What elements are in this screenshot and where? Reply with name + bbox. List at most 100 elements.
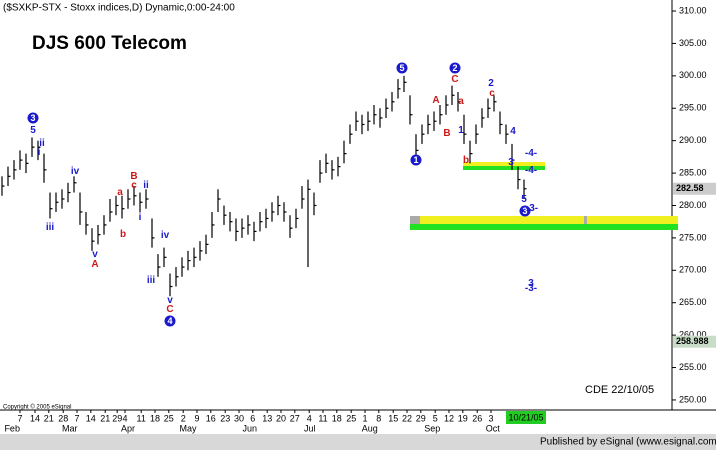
wave-label: B [130, 171, 137, 182]
wave-circle [449, 62, 461, 74]
month-label: Feb [4, 423, 20, 433]
x-tick-label: 11 [137, 413, 146, 423]
support-zone [463, 162, 545, 166]
wave-label: iv [161, 230, 170, 241]
wave-label: A [432, 95, 439, 106]
y-tick-label: 250.00 [679, 394, 707, 404]
wave-label: 5 [521, 194, 527, 205]
x-tick-label: 9 [194, 413, 199, 423]
price-marker-label: 258.988 [676, 336, 709, 346]
last-date-box [506, 411, 546, 424]
y-tick-label: 290.00 [679, 135, 707, 145]
x-tick-label: 12 [444, 413, 454, 423]
zone-end [410, 216, 420, 224]
x-tick-label: 30 [234, 413, 244, 423]
wave-label: i [139, 212, 142, 223]
month-label: Jul [304, 423, 316, 433]
wave-label: C [166, 304, 173, 315]
y-tick-label: 285.00 [679, 167, 707, 177]
x-tick-label: 27 [290, 413, 300, 423]
wave-label: 4 [167, 316, 172, 326]
support-zone [410, 224, 678, 230]
x-tick-label: 8 [376, 413, 381, 423]
wave-circle [410, 154, 422, 166]
y-tick-label: 255.00 [679, 362, 707, 372]
x-tick-label: 21 [100, 413, 110, 423]
wave-label: 3 [528, 278, 534, 289]
last-date-label: 10/21/05 [508, 412, 543, 422]
x-tick-label: 18 [332, 413, 342, 423]
wave-label: 5 [30, 125, 36, 136]
wave-label: 4 [510, 126, 516, 137]
zone-end [584, 216, 587, 224]
x-tick-label: 2 [181, 413, 186, 423]
note: CDE 22/10/05 [585, 384, 654, 396]
wave-label: B [443, 128, 450, 139]
y-tick-label: 310.00 [679, 5, 707, 15]
wave-label: iv [71, 166, 80, 177]
x-tick-label: 7 [17, 413, 22, 423]
wave-label: 3 [508, 157, 514, 168]
x-tick-label: 29 [416, 413, 426, 423]
wave-label: a [458, 96, 464, 107]
x-tick-label: 7 [74, 413, 79, 423]
wave-circle [27, 112, 39, 124]
wave-label: 3 [522, 206, 527, 216]
wave-label: ii [143, 180, 149, 191]
x-tick-label: 18 [150, 413, 160, 423]
wave-label: 2 [488, 78, 494, 89]
wave-label: 3 [30, 113, 35, 123]
wave-label: v [92, 249, 98, 260]
wave-label: iii [46, 222, 55, 233]
chart-title: DJS 600 Telecom [32, 33, 187, 54]
x-tick-label: 26 [472, 413, 482, 423]
wave-label: C [451, 74, 458, 85]
wave-circle [519, 205, 531, 217]
date-axis [0, 410, 716, 434]
x-tick-label: 21 [44, 413, 54, 423]
wave-label: -4- [525, 148, 537, 159]
x-tick-label: 4 [307, 413, 312, 423]
month-label: May [179, 423, 197, 433]
wave-label: b [120, 229, 126, 240]
month-label: Aug [362, 423, 378, 433]
y-tick-label: 275.00 [679, 232, 707, 242]
y-tick-label: 305.00 [679, 38, 707, 48]
x-tick-label: 22 [402, 413, 412, 423]
wave-label: v [167, 295, 173, 306]
x-tick-label: 16 [206, 413, 216, 423]
x-tick-label: 29 [112, 413, 122, 423]
wave-label: iii [147, 275, 156, 286]
x-tick-label: 19 [458, 413, 468, 423]
y-tick-label: 295.00 [679, 103, 707, 113]
footer-bar [0, 434, 716, 450]
x-tick-label: 28 [58, 413, 68, 423]
x-tick-label: 1 [362, 413, 367, 423]
x-tick-label: 13 [262, 413, 272, 423]
copyright: Copyright © 2005 eSignal [3, 404, 71, 411]
wave-label: a [117, 187, 123, 198]
x-tick-label: 14 [86, 413, 96, 423]
price-marker-label: 282.58 [676, 183, 704, 193]
x-tick-label: 20 [276, 413, 286, 423]
wave-label: b [463, 155, 469, 166]
header: ($SXKP-STX - Stoxx indices,D) Dynamic,0:… [3, 3, 235, 14]
month-label: Oct [486, 423, 501, 433]
wave-label: -3- [526, 203, 538, 214]
month-label: Sep [424, 423, 440, 433]
wave-label: 5 [399, 63, 404, 73]
wave-circle [164, 315, 176, 327]
x-tick-label: 4 [122, 413, 127, 423]
wave-label: c [131, 180, 137, 191]
wave-label: ii [39, 138, 45, 149]
x-tick-label: 23 [220, 413, 230, 423]
wave-label: c [489, 88, 495, 99]
wave-label: -4- [525, 165, 537, 176]
y-tick-label: 270.00 [679, 265, 707, 275]
x-tick-label: 3 [488, 413, 493, 423]
y-tick-label: 265.00 [679, 297, 707, 307]
y-tick-label: 280.00 [679, 200, 707, 210]
x-tick-label: 6 [250, 413, 255, 423]
wave-label: A [91, 259, 98, 270]
